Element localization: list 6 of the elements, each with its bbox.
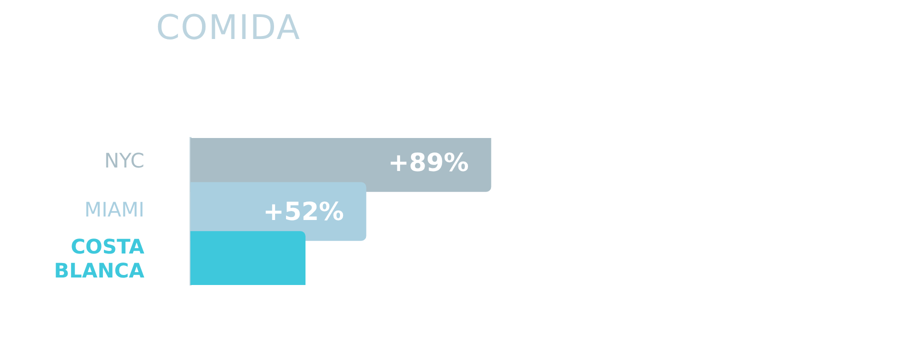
y-tick-label: MIAMI — [84, 198, 144, 222]
data-label: +89% — [388, 148, 469, 177]
chart-title: COMIDA — [155, 8, 302, 50]
y-tick-label: COSTA BLANCA — [54, 234, 145, 283]
data-label: +52% — [263, 197, 344, 226]
y-tick-label: NYC — [104, 148, 144, 173]
